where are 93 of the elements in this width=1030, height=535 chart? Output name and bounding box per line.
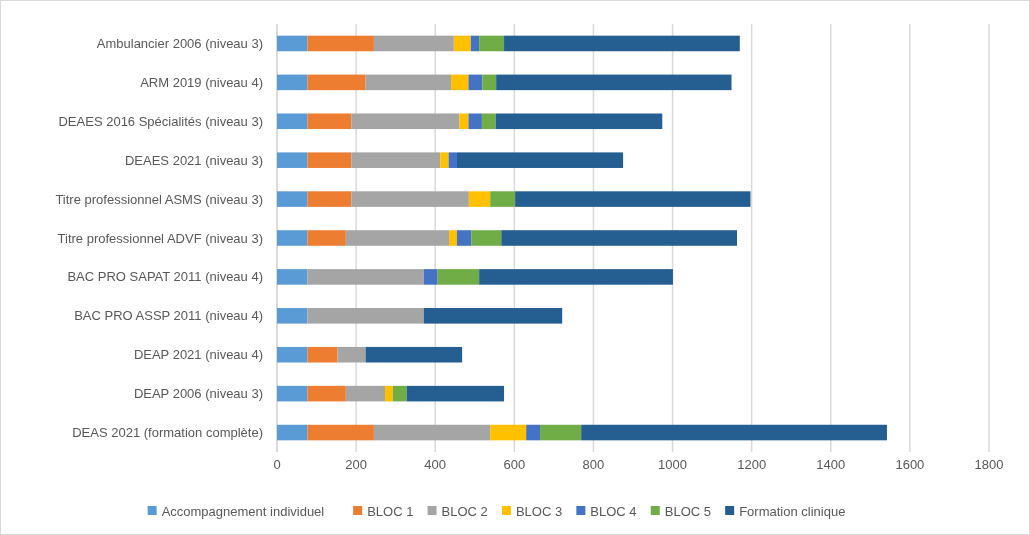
bar — [423, 308, 563, 324]
bar — [307, 191, 352, 207]
legend-label: BLOC 4 — [590, 503, 637, 519]
bar — [423, 269, 438, 285]
bar — [440, 152, 449, 168]
legend-label: BLOC 2 — [441, 503, 488, 519]
bar — [277, 35, 308, 52]
bar — [307, 74, 366, 91]
bar — [581, 424, 887, 441]
x-tick-label: 0 — [273, 457, 281, 472]
y-tick-label: BAC PRO ASSP 2011 (niveau 4) — [74, 308, 263, 324]
bar — [468, 74, 483, 91]
bar — [515, 191, 751, 207]
bar — [504, 35, 740, 52]
bar — [307, 269, 424, 285]
legend-label: BLOC 5 — [664, 503, 711, 519]
bar — [456, 152, 624, 168]
x-tick-label: 1600 — [895, 457, 925, 472]
bar — [277, 152, 308, 168]
y-tick-label: DEAES 2016 Spécialités (niveau 3) — [58, 113, 263, 129]
bar — [406, 385, 505, 402]
bar — [501, 230, 738, 246]
legend-label: Accompagnement individuel — [161, 503, 325, 519]
bar — [468, 191, 491, 207]
bar — [490, 424, 527, 441]
bar — [496, 74, 732, 91]
bar — [307, 113, 352, 130]
bar — [351, 152, 441, 168]
bar — [277, 269, 308, 285]
bar — [373, 35, 454, 52]
bar — [277, 308, 308, 324]
bar — [345, 230, 450, 246]
legend-label: BLOC 3 — [515, 503, 563, 519]
y-tick-label: DEAP 2021 (niveau 4) — [133, 347, 263, 363]
bar — [277, 424, 308, 441]
legend-label: BLOC 1 — [367, 503, 414, 519]
bar — [526, 424, 541, 441]
bar — [277, 113, 308, 130]
bar — [470, 35, 480, 52]
bar — [392, 385, 407, 402]
bar — [384, 385, 393, 402]
bar — [307, 424, 374, 441]
bar — [373, 424, 491, 441]
x-tick-label: 800 — [582, 457, 605, 472]
bar — [540, 424, 582, 441]
y-tick-label: ARM 2019 (niveau 4) — [140, 74, 263, 90]
bar — [453, 35, 471, 52]
bar — [459, 113, 469, 130]
x-tick-label: 1200 — [737, 457, 767, 472]
y-tick-label: Titre professionnel ASMS (niveau 3) — [55, 191, 263, 207]
bar — [490, 191, 516, 207]
bar — [307, 308, 424, 324]
y-tick-label: Titre professionnel ADVF (niveau 3) — [57, 230, 263, 246]
bar — [307, 385, 346, 402]
x-tick-label: 1800 — [974, 457, 1004, 472]
bar — [365, 74, 452, 91]
bar — [277, 230, 308, 246]
bar — [307, 35, 374, 52]
bar — [451, 74, 469, 91]
bar — [365, 346, 463, 363]
bar — [307, 230, 346, 246]
bar — [351, 191, 469, 207]
bar — [471, 230, 502, 246]
y-tick-label: Ambulancier 2006 (niveau 3) — [96, 36, 263, 51]
bar — [479, 35, 505, 52]
bar — [351, 113, 460, 130]
x-tick-label: 400 — [424, 457, 447, 472]
x-tick-label: 1000 — [658, 457, 688, 472]
bar — [482, 74, 497, 91]
bar — [448, 152, 457, 168]
bar — [307, 346, 338, 363]
bar — [345, 385, 385, 402]
bar — [277, 191, 308, 207]
y-tick-label: DEAES 2021 (niveau 3) — [124, 152, 263, 168]
y-tick-label: DEAP 2006 (niveau 3) — [133, 386, 263, 402]
bar — [449, 230, 457, 246]
bar — [337, 346, 366, 363]
bar — [307, 152, 352, 168]
x-tick-label: 600 — [503, 457, 526, 472]
bar — [277, 346, 308, 363]
bar — [437, 269, 480, 285]
bar — [456, 230, 472, 246]
legend-label: Formation clinique — [739, 503, 846, 519]
bar — [481, 113, 496, 130]
bar — [277, 74, 308, 91]
y-tick-label: DEAS 2021 (formation complète) — [72, 425, 263, 441]
bar — [479, 269, 673, 285]
bar — [277, 385, 308, 402]
y-tick-label: BAC PRO SAPAT 2011 (niveau 4) — [67, 269, 263, 285]
bar — [468, 113, 482, 130]
x-tick-label: 1400 — [816, 457, 846, 472]
x-tick-label: 200 — [345, 457, 367, 472]
bar — [495, 113, 663, 130]
